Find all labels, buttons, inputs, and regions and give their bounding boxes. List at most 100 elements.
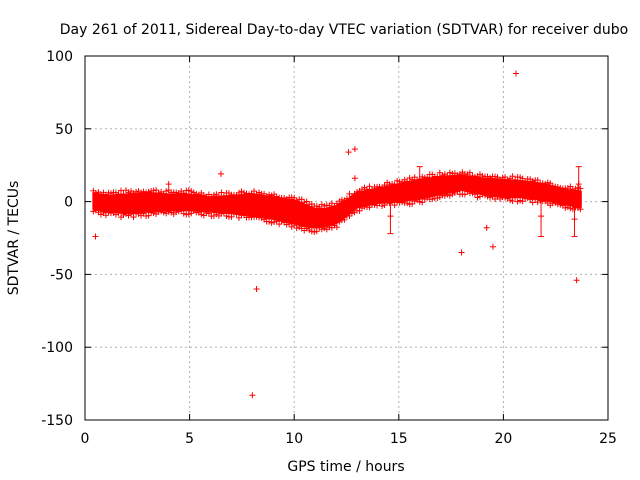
x-tick-label: 5 <box>185 431 194 447</box>
band-edge-point <box>512 176 519 183</box>
band-edge-point <box>557 201 564 208</box>
band-edge-point <box>346 212 353 219</box>
band-edge-point <box>529 178 536 185</box>
band-edge-point <box>376 200 383 207</box>
band-edge-point <box>391 202 398 209</box>
band-edge-point <box>532 196 539 203</box>
band-edge-point <box>499 194 506 201</box>
band-edge-point <box>419 173 426 180</box>
band-edge-point <box>527 196 534 203</box>
band-edge-point <box>469 172 476 179</box>
band-edge-point <box>552 199 559 206</box>
band-edge-point <box>163 188 170 195</box>
outlier-point <box>165 181 172 188</box>
band-edge-point <box>434 195 441 202</box>
band-edge-point <box>444 191 451 198</box>
y-tick-label: -150 <box>41 413 73 429</box>
band-edge-point <box>454 188 461 195</box>
error-bar-point <box>571 216 578 223</box>
band-edge-point <box>140 188 147 195</box>
band-edge-point <box>404 200 411 207</box>
band-edge-point <box>235 214 242 221</box>
y-tick-label: -50 <box>50 267 73 283</box>
band-edge-point <box>205 210 212 217</box>
band-edge-point <box>102 212 109 219</box>
band-edge-point <box>454 172 461 179</box>
band-edge-point <box>190 189 197 196</box>
band-edge-point <box>185 211 192 218</box>
band-edge-point <box>411 174 418 181</box>
band-edge-point <box>246 191 253 198</box>
outlier-point <box>489 243 496 250</box>
band-edge-point <box>148 209 155 216</box>
band-edge-point <box>293 197 300 204</box>
outlier-point <box>345 149 352 156</box>
band-edge-point <box>173 189 180 196</box>
band-edge-point <box>160 190 167 197</box>
band-edge-point <box>386 200 393 207</box>
band-edge-point <box>534 177 541 184</box>
band-edge-point <box>519 175 526 182</box>
plot-frame <box>84 55 609 421</box>
band-edge-point <box>411 198 418 205</box>
band-edge-point <box>153 187 160 194</box>
band-edge-point <box>130 214 137 221</box>
band-edge-point <box>358 205 365 212</box>
band-edge-point <box>391 181 398 188</box>
band-edge-point <box>394 177 401 184</box>
band-edge-point <box>168 209 175 216</box>
error-bar-point <box>575 181 582 188</box>
band-edge-point <box>313 203 320 210</box>
x-tick-label: 0 <box>81 431 90 447</box>
band-edge-point <box>215 193 222 200</box>
band-edge-point <box>328 200 335 207</box>
band-edge-point <box>306 227 313 234</box>
band-edge-point <box>547 180 554 187</box>
y-tick-label: 0 <box>64 195 73 211</box>
band-edge-point <box>115 191 122 198</box>
band-edge-point <box>105 209 112 216</box>
band-edge-point <box>107 190 114 197</box>
band-edge-point <box>200 192 207 199</box>
band-edge-point <box>331 203 338 210</box>
band-edge-point <box>268 192 275 199</box>
band-edge-point <box>562 204 569 211</box>
band-edge-point <box>399 199 406 206</box>
band-edge-point <box>145 188 152 195</box>
outlier-point <box>512 70 519 77</box>
band-edge-point <box>567 205 574 212</box>
band-edge-point <box>283 195 290 202</box>
band-edge-point <box>210 192 217 199</box>
band-edge-point <box>291 194 298 201</box>
x-tick-label: 20 <box>494 431 512 447</box>
band-edge-point <box>487 194 494 201</box>
band-edge-point <box>220 193 227 200</box>
band-edge-point <box>120 211 127 218</box>
band-edge-point <box>544 179 551 186</box>
band-edge-point <box>115 209 122 216</box>
band-edge-point <box>150 210 157 217</box>
band-edge-point <box>117 187 124 194</box>
band-edge-point <box>466 169 473 176</box>
band-edge-point <box>529 199 536 206</box>
band-edge-point <box>180 210 187 217</box>
band-edge-point <box>318 201 325 208</box>
band-edge-point <box>424 174 431 181</box>
band-edge-point <box>120 191 127 198</box>
band-edge-point <box>92 189 99 196</box>
band-edge-point <box>474 194 481 201</box>
band-edge-point <box>298 196 305 203</box>
band-edge-point <box>353 188 360 195</box>
band-edge-point <box>484 173 491 180</box>
band-edge-point <box>554 201 561 208</box>
band-edge-point <box>165 208 172 215</box>
band-edge-point <box>311 229 318 236</box>
band-edge-point <box>471 191 478 198</box>
band-edge-point <box>348 210 355 217</box>
axes: 0 5 10 15 20 25 -150 -100 -50 0 50 100 <box>41 49 617 447</box>
band-edge-point <box>479 191 486 198</box>
band-edge-point <box>449 191 456 198</box>
band-edge-point <box>469 190 476 197</box>
band-edge-point <box>90 208 97 215</box>
band-edge-point <box>446 169 453 176</box>
